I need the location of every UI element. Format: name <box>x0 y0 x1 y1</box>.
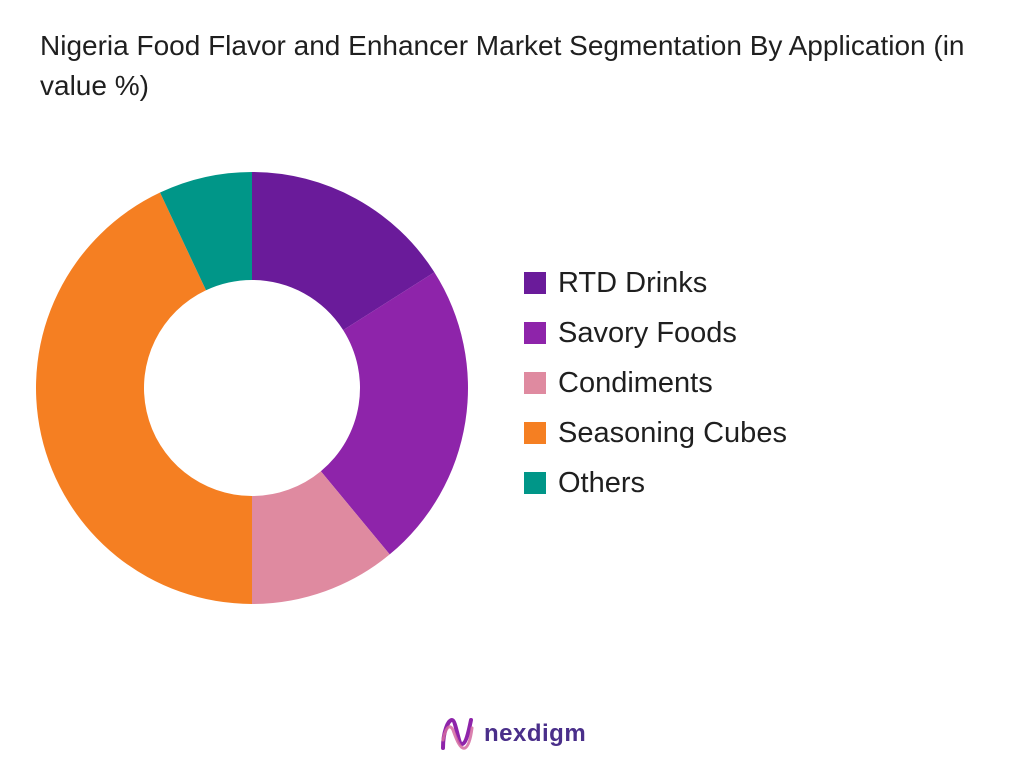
legend-swatch <box>524 322 546 344</box>
legend-item-others: Others <box>524 458 787 508</box>
legend-swatch <box>524 372 546 394</box>
slice-seasoning-cubes <box>35 192 252 604</box>
legend-label: RTD Drinks <box>558 266 708 299</box>
legend-item-seasoning-cubes: Seasoning Cubes <box>524 408 787 458</box>
legend-swatch <box>524 472 546 494</box>
legend-item-condiments: Condiments <box>524 358 787 408</box>
legend-swatch <box>524 272 546 294</box>
logo-text: nexdigm <box>484 720 587 747</box>
slice-rtd-drinks <box>252 172 435 331</box>
legend-item-savory-foods: Savory Foods <box>524 308 787 358</box>
slice-others <box>160 172 252 291</box>
slice-condiments <box>252 471 390 604</box>
legend-label: Condiments <box>558 366 713 399</box>
nexdigm-logo-icon <box>441 717 474 750</box>
legend-item-rtd-drinks: RTD Drinks <box>524 258 787 308</box>
chart-title: Nigeria Food Flavor and Enhancer Market … <box>40 30 965 101</box>
slice-savory-foods <box>320 272 468 555</box>
legend-label: Others <box>558 466 646 499</box>
legend-swatch <box>524 422 546 444</box>
legend-label: Savory Foods <box>558 316 737 349</box>
nexdigm-logo: nexdigm <box>438 714 586 754</box>
legend: RTD Drinks Savory Foods Condiments Seaso… <box>524 258 787 508</box>
legend-label: Seasoning Cubes <box>558 416 787 449</box>
